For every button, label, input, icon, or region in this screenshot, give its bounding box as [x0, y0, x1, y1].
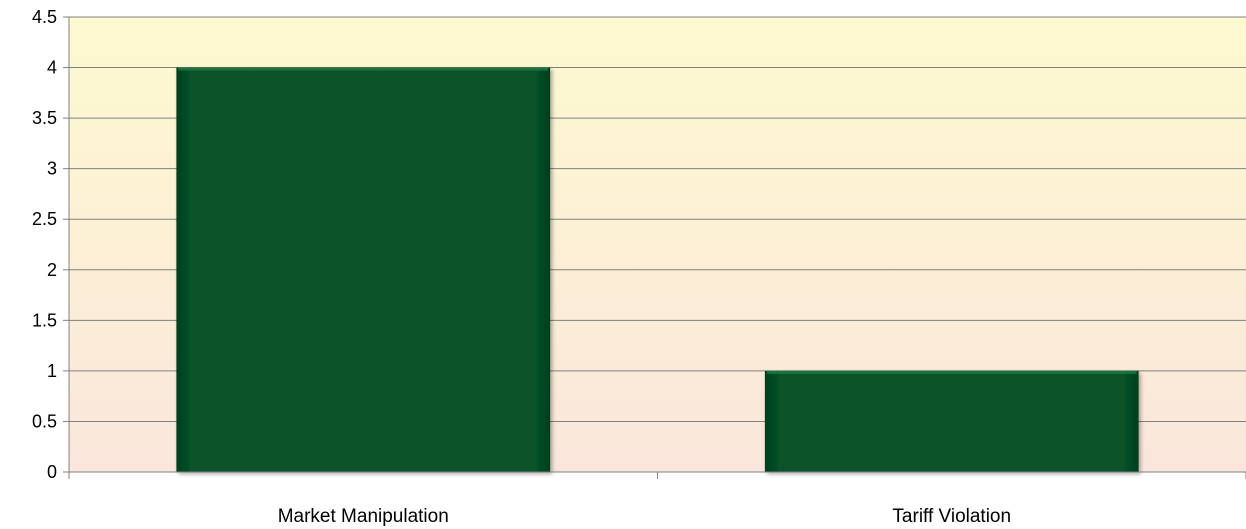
y-tick-label: 0 — [47, 462, 57, 482]
y-tick-label: 4.5 — [32, 7, 57, 27]
x-category-label: Tariff Violation — [892, 506, 1011, 527]
y-tick-label: 4 — [47, 58, 57, 78]
y-tick-label: 1.5 — [32, 310, 57, 330]
x-category-label: Market Manipulation — [278, 506, 449, 527]
bar-top-bevel — [178, 67, 549, 71]
bars — [176, 67, 1139, 473]
y-tick-label: 1 — [47, 361, 57, 381]
x-axis-category-labels: Market Manipulation Tariff Violation — [278, 506, 1011, 527]
y-tick-label: 2.5 — [32, 209, 57, 229]
y-axis-tick-labels: 0 0.5 1 1.5 2 2.5 3 3.5 4 4.5 — [32, 7, 69, 482]
y-tick-label: 2 — [47, 260, 57, 280]
y-tick-label: 0.5 — [32, 411, 57, 431]
y-tick-label: 3 — [47, 159, 57, 179]
axes — [68, 17, 1246, 479]
bar — [176, 67, 551, 473]
y-tick-label: 3.5 — [32, 108, 57, 128]
bar-top-bevel — [766, 370, 1137, 374]
bar — [764, 370, 1139, 472]
